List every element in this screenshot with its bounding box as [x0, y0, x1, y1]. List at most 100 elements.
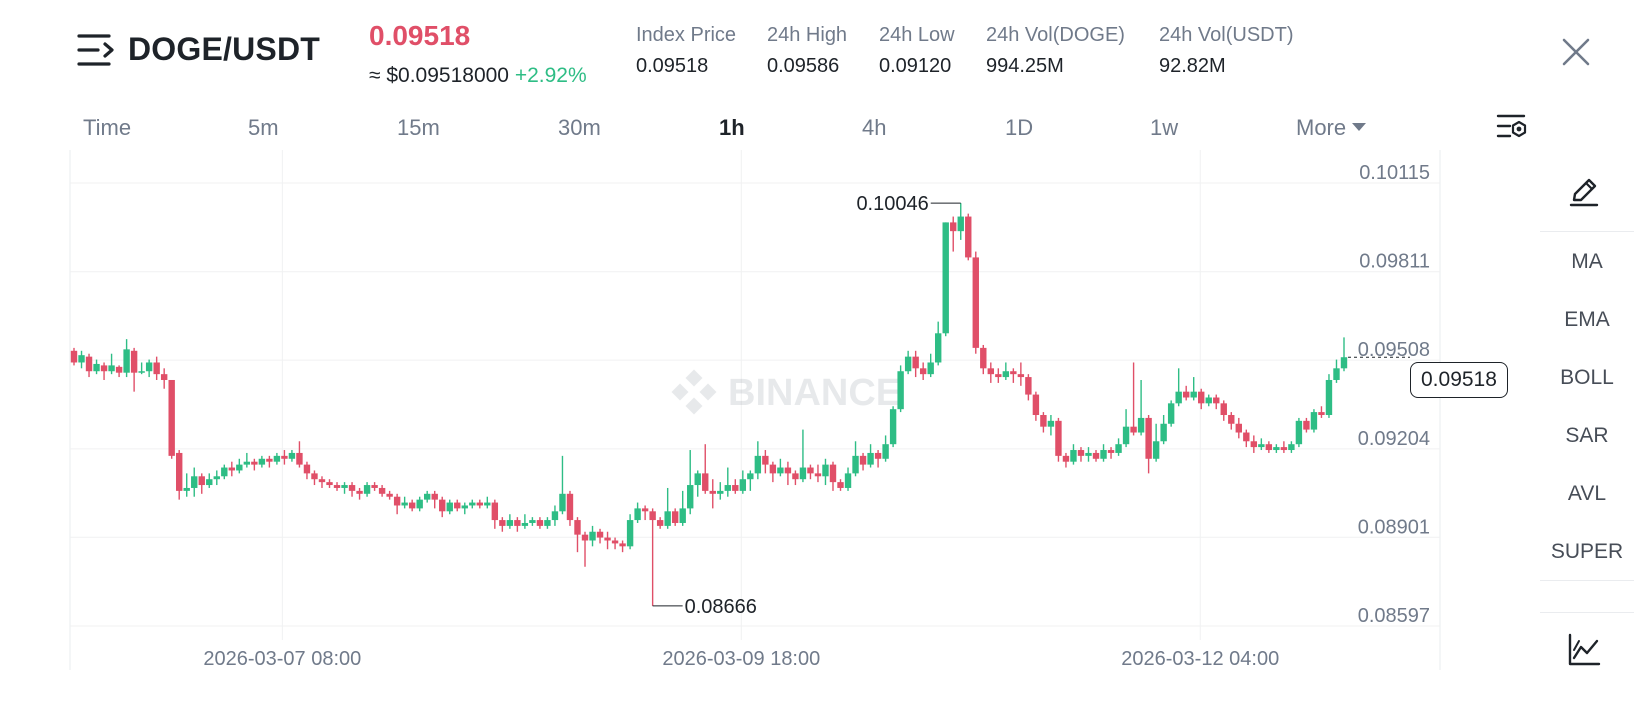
candle: [1220, 400, 1227, 421]
trend-chart-icon[interactable]: [1566, 632, 1602, 668]
candle: [671, 508, 679, 526]
x-axis: 2026-03-07 08:00 2026-03-09 18:00 2026-03-…: [203, 648, 1279, 670]
tab-30m[interactable]: 30m: [558, 115, 601, 140]
candle: [604, 531, 611, 550]
candle: [228, 461, 236, 477]
candlestick-chart[interactable]: BINANCE 0.10115 0.09811 0.09508 0.09204 0.08…: [0, 150, 1512, 710]
indicator-ema[interactable]: EMA: [1564, 308, 1610, 331]
menu-collapse-icon[interactable]: [76, 30, 116, 70]
stat-24h-high: 24h High 0.09586: [767, 24, 847, 78]
candle-body: [882, 444, 889, 459]
candle: [198, 473, 205, 494]
indicator-sar[interactable]: SAR: [1565, 424, 1609, 447]
pair-title[interactable]: DOGE/USDT: [128, 31, 321, 67]
stat-label: 24h Low: [879, 24, 955, 46]
candle: [333, 482, 341, 491]
candle: [183, 473, 190, 497]
candle: [574, 517, 581, 553]
candle: [874, 450, 882, 468]
tab-1d[interactable]: 1D: [1005, 115, 1034, 140]
candle: [318, 476, 326, 488]
indicator-boll[interactable]: BOLL: [1560, 366, 1614, 389]
candle-body: [957, 216, 964, 232]
candle: [1167, 400, 1175, 427]
candle-body: [1047, 420, 1055, 427]
candle: [341, 482, 348, 494]
candle: [544, 517, 551, 529]
candle-body: [348, 485, 356, 491]
pencil-icon[interactable]: [1566, 174, 1602, 210]
candle-body: [191, 476, 198, 488]
current-price-tag: 0.09518: [1410, 362, 1508, 398]
candle-body: [687, 485, 694, 509]
candle-body: [341, 485, 348, 488]
candle: [739, 470, 747, 494]
candle: [1130, 362, 1137, 436]
low-marker-label: 0.08666: [685, 596, 757, 618]
candle: [1182, 385, 1190, 401]
stat-value: 994.25M: [986, 55, 1064, 77]
indicator-ma[interactable]: MA: [1571, 250, 1603, 273]
candle: [792, 470, 799, 486]
candle: [258, 455, 266, 468]
candle: [153, 356, 160, 380]
candle: [191, 467, 198, 497]
candle-body: [1340, 357, 1348, 369]
candle: [1115, 438, 1122, 456]
binance-watermark: BINANCE: [671, 369, 901, 415]
binance-logo-icon: [671, 369, 717, 415]
chart-canvas[interactable]: BINANCE 0.10115 0.09811 0.09508 0.09204 0.08…: [0, 150, 1512, 710]
candle: [371, 482, 378, 491]
candle-body: [1228, 415, 1235, 424]
tab-more[interactable]: More: [1296, 115, 1367, 141]
candle-body: [393, 496, 401, 506]
chart-settings-icon[interactable]: [1496, 112, 1528, 142]
tab-4h[interactable]: 4h: [862, 115, 887, 140]
candle: [882, 435, 889, 462]
candle: [303, 461, 311, 480]
candle-body: [980, 347, 987, 369]
candle-body: [777, 467, 784, 474]
stat-24h-low: 24h Low 0.09120: [879, 24, 955, 78]
tab-1w[interactable]: 1w: [1150, 115, 1179, 140]
tab-15m[interactable]: 15m: [397, 115, 440, 140]
indicator-super[interactable]: SUPER: [1550, 540, 1624, 563]
candle-body: [228, 467, 236, 471]
candle: [1265, 441, 1273, 453]
candle: [1235, 417, 1242, 439]
candle-body: [1333, 368, 1340, 380]
indicator-avl[interactable]: AVL: [1567, 482, 1607, 505]
candle: [1085, 447, 1092, 462]
tab-time[interactable]: Time: [83, 115, 132, 140]
approx-usd-value: ≈ $0.09518000: [369, 64, 509, 87]
candle: [1107, 447, 1115, 459]
price-change-percent: +2.92%: [514, 64, 587, 87]
candle-body: [1205, 397, 1212, 404]
candle: [897, 365, 904, 413]
candle: [927, 353, 934, 378]
candle: [439, 496, 446, 518]
candle-body: [634, 508, 641, 521]
close-icon[interactable]: [1560, 36, 1592, 68]
candle: [1325, 374, 1333, 418]
candle: [499, 517, 506, 532]
stat-value: 0.09120: [879, 55, 952, 77]
candle-body: [371, 485, 378, 488]
candle-body: [281, 455, 288, 459]
candle: [408, 499, 416, 512]
candle-body: [431, 493, 438, 500]
candle: [1303, 417, 1310, 433]
tab-5m[interactable]: 5m: [248, 115, 279, 140]
candle: [273, 452, 281, 465]
candle: [1288, 441, 1295, 453]
candle: [1062, 452, 1070, 468]
candle-body: [461, 505, 468, 509]
stat-label: 24h Vol(DOGE): [986, 24, 1125, 46]
candle-body: [904, 356, 912, 372]
tab-1h[interactable]: 1h: [719, 115, 745, 140]
candle: [1258, 438, 1265, 451]
candle: [431, 490, 438, 509]
stat-label: Index Price: [636, 24, 737, 46]
candle: [288, 450, 296, 462]
candle-body: [529, 520, 536, 523]
